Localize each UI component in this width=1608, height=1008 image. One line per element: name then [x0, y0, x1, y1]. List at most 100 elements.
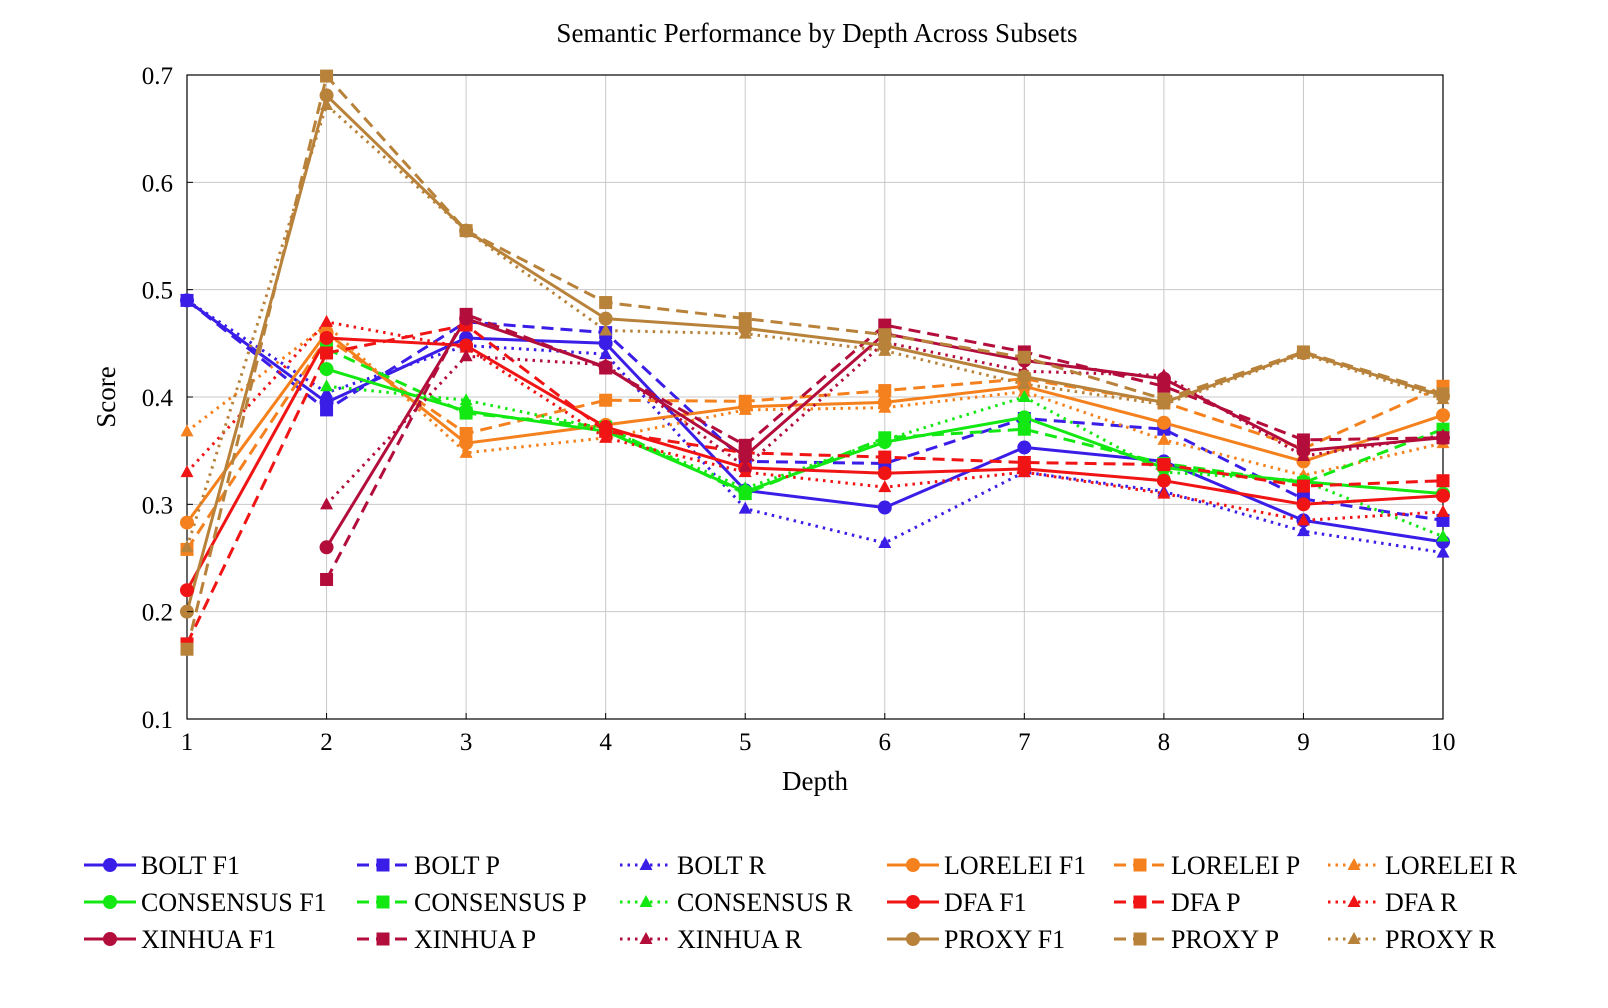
data-point-dfa-p	[1296, 479, 1310, 493]
data-point-dfa-f1	[180, 583, 194, 598]
data-point-proxy-r	[599, 323, 613, 336]
legend: BOLT F1 BOLT P BOLT R LORELEI F1 LORELEI P LO…	[84, 851, 1518, 954]
data-point-lorelei-r	[738, 402, 752, 415]
x-tick-label: 4	[599, 729, 612, 756]
data-point-proxy-r	[1017, 377, 1031, 390]
data-point-dfa-f1	[1436, 488, 1450, 503]
legend-entry-dfa-f1: DFA F1	[887, 888, 1027, 917]
series-line-bolt-p	[186, 299, 1444, 522]
axis-ticks: 1 2 3 4 5 6 7 8 9 10 0.1 0.2 0.3 0.4 0.5 0.6 0.7	[142, 63, 1456, 756]
data-point-dfa-p	[1017, 455, 1031, 469]
data-point-dfa-r	[320, 314, 334, 327]
legend-entry-proxy-p: PROXY P	[1114, 925, 1279, 954]
legend-label: XINHUA R	[677, 925, 803, 954]
x-tick-label: 10	[1431, 729, 1456, 756]
data-point-dfa-f1	[319, 330, 334, 345]
data-point-dfa-f1	[1156, 473, 1171, 488]
y-axis-label: Score	[91, 366, 121, 427]
series-line-xinhua-p	[325, 312, 1444, 581]
data-point-bolt-f1	[877, 500, 892, 515]
x-tick-label: 7	[1018, 729, 1031, 756]
data-point-proxy-r	[1157, 397, 1171, 410]
data-point-lorelei-f1	[1436, 408, 1450, 423]
data-point-proxy-r	[459, 223, 473, 236]
data-point-proxy-p	[180, 642, 194, 656]
data-point-dfa-p	[878, 450, 892, 464]
data-point-bolt-r	[738, 501, 752, 514]
data-point-dfa-r	[1157, 486, 1171, 499]
data-point-proxy-p	[1017, 350, 1031, 364]
legend-label: LORELEI R	[1385, 851, 1518, 880]
data-point-lorelei-p	[599, 393, 613, 407]
legend-entry-consensus-p: CONSENSUS P	[357, 888, 587, 917]
x-tick-label: 3	[460, 729, 473, 756]
series-line-proxy-p	[185, 74, 1444, 650]
data-point-lorelei-p	[738, 394, 752, 408]
legend-label: PROXY R	[1385, 925, 1497, 954]
legend-label: XINHUA F1	[141, 925, 276, 954]
data-point-proxy-f1	[1017, 369, 1032, 384]
legend-entry-xinhua-r: XINHUA R	[620, 925, 803, 954]
data-point-proxy-r	[1436, 392, 1450, 405]
data-point-xinhua-p	[1296, 433, 1310, 447]
legend-label: LORELEI P	[1171, 851, 1300, 880]
series-lines	[185, 74, 1444, 650]
data-point-consensus-p	[459, 406, 473, 420]
data-point-xinhua-r	[599, 357, 613, 370]
data-point-lorelei-r	[459, 445, 473, 458]
legend-entry-consensus-f1: CONSENSUS F1	[84, 888, 327, 917]
legend-label: CONSENSUS P	[414, 888, 587, 917]
data-point-consensus-r	[459, 393, 473, 406]
data-point-dfa-r	[1296, 513, 1310, 526]
legend-swatch-marker	[1133, 932, 1147, 946]
data-point-xinhua-p	[459, 307, 473, 321]
data-point-bolt-r	[599, 347, 613, 360]
legend-swatch-marker	[1133, 895, 1147, 909]
y-tick-label: 0.1	[142, 707, 173, 734]
legend-swatch-marker	[1133, 858, 1147, 872]
legend-swatch-marker	[906, 932, 920, 946]
series-line-dfa-r	[185, 320, 1444, 522]
data-point-lorelei-r	[1157, 432, 1171, 445]
data-point-xinhua-r	[1157, 368, 1171, 381]
data-point-bolt-p	[320, 403, 334, 417]
legend-label: DFA P	[1171, 888, 1241, 917]
legend-entry-lorelei-p: LORELEI P	[1114, 851, 1300, 880]
legend-label: PROXY F1	[944, 925, 1065, 954]
data-point-dfa-f1	[877, 466, 892, 481]
y-tick-label: 0.6	[142, 170, 173, 197]
legend-entry-xinhua-p: XINHUA P	[357, 925, 536, 954]
legend-swatch-marker	[906, 895, 920, 909]
legend-swatch-marker	[1347, 895, 1361, 907]
data-point-xinhua-f1	[738, 449, 753, 464]
legend-swatch-marker	[1347, 932, 1361, 944]
data-point-proxy-r	[878, 343, 892, 356]
series-line-lorelei-r	[186, 323, 1444, 477]
x-tick-label: 6	[879, 729, 892, 756]
legend-swatch-marker	[376, 895, 390, 909]
data-point-dfa-r	[878, 480, 892, 493]
data-point-consensus-r	[738, 481, 752, 494]
x-tick-label: 8	[1158, 729, 1171, 756]
grid	[186, 74, 1444, 720]
legend-label: BOLT F1	[141, 851, 240, 880]
legend-swatch-marker	[376, 858, 390, 872]
data-point-dfa-r	[599, 430, 613, 443]
data-point-xinhua-r	[1296, 449, 1310, 462]
legend-entry-bolt-r: BOLT R	[620, 851, 767, 880]
legend-swatch-marker	[376, 932, 390, 946]
y-tick-label: 0.2	[142, 600, 173, 627]
data-point-dfa-r	[459, 340, 473, 353]
data-point-proxy-f1	[319, 88, 334, 103]
data-point-consensus-r	[1436, 529, 1450, 542]
legend-swatch-marker	[103, 858, 117, 872]
data-point-lorelei-r	[180, 424, 194, 437]
data-point-bolt-r	[1436, 545, 1450, 558]
data-point-dfa-p	[1436, 474, 1450, 488]
legend-entry-bolt-f1: BOLT F1	[84, 851, 240, 880]
y-tick-label: 0.7	[142, 63, 173, 90]
data-point-dfa-f1	[1296, 497, 1311, 512]
data-point-bolt-r	[180, 293, 194, 306]
data-point-proxy-p	[878, 328, 892, 342]
data-point-xinhua-r	[1436, 428, 1450, 441]
